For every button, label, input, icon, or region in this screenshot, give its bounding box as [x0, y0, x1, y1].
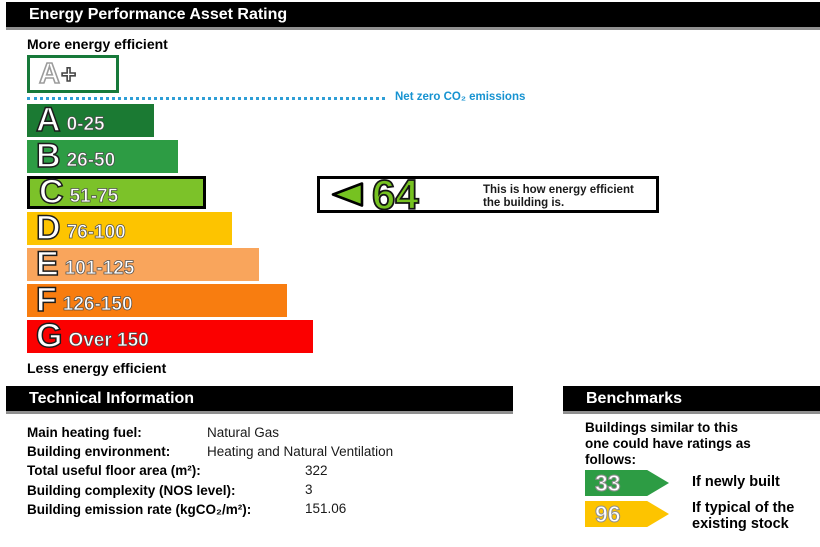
net-zero-label: Net zero CO₂ emissions	[395, 91, 526, 103]
table-row: Total useful floor area (m²): 322	[27, 462, 507, 481]
band-g-range: Over 150	[68, 329, 149, 351]
technical-information-table: Main heating fuel: Natural Gas Building …	[27, 424, 507, 520]
band-e-letter: E	[35, 245, 59, 283]
benchmark-value: 96	[595, 501, 622, 527]
band-b-range: 26-50	[66, 149, 116, 171]
row-value: 151.06	[305, 501, 347, 517]
band-a-range: 0-25	[66, 113, 105, 135]
band-c-range: 51-75	[69, 185, 119, 207]
benchmarks-header: Benchmarks	[563, 386, 820, 414]
band-f-letter: F	[35, 281, 57, 319]
left-arrow-icon	[331, 182, 364, 207]
more-efficient-label: More energy efficient	[27, 36, 168, 52]
technical-information-header: Technical Information	[6, 386, 513, 414]
band-g: G Over 150	[27, 317, 313, 355]
band-c-letter: C	[38, 173, 64, 211]
row-label: Building emission rate (kgCO₂/m²):	[27, 501, 252, 517]
band-f-range: 126-150	[62, 293, 133, 315]
row-value: Heating and Natural Ventilation	[207, 443, 394, 459]
less-efficient-label: Less energy efficient	[27, 360, 167, 376]
row-label: Total useful floor area (m²):	[27, 463, 201, 479]
page-title: Energy Performance Asset Rating	[29, 6, 288, 23]
row-value: 3	[305, 482, 313, 498]
benchmark-arrow-existing-stock: 96	[585, 501, 669, 527]
band-d-letter: D	[35, 209, 61, 247]
band-e-range: 101-125	[64, 257, 135, 279]
band-a-letter: A	[35, 101, 61, 139]
benchmarks-title: Benchmarks	[586, 390, 683, 407]
rating-scale: A 0-25 B 26-50 C 51-75 D 76-100 E 101-12…	[27, 101, 313, 356]
band-e: E 101-125	[27, 245, 259, 283]
row-label: Building environment:	[27, 444, 171, 460]
current-rating-box: 64 This is how energy efficient the buil…	[317, 170, 659, 218]
technical-information-title: Technical Information	[29, 390, 195, 407]
row-label: Main heating fuel:	[27, 425, 142, 440]
band-f: F 126-150	[27, 281, 287, 319]
band-d-range: 76-100	[66, 221, 126, 243]
row-value: Natural Gas	[207, 424, 280, 440]
table-row: Building complexity (NOS level): 3	[27, 482, 507, 501]
band-g-letter: G	[35, 317, 63, 355]
table-row: Building emission rate (kgCO₂/m²): 151.0…	[27, 501, 507, 520]
benchmark-arrow-new-build: 33	[585, 470, 669, 496]
benchmarks-intro-text: Buildings similar to this one could have…	[585, 420, 751, 467]
row-label: Building complexity (NOS level):	[27, 482, 236, 498]
band-a: A 0-25	[27, 101, 154, 139]
rating-description: This is how energy efficient the buildin…	[483, 184, 634, 209]
band-d: D 76-100	[27, 209, 232, 247]
rating-value: 64	[371, 170, 420, 218]
table-row: Building environment: Heating and Natura…	[27, 443, 507, 462]
band-c-highlighted: C 51-75	[27, 173, 206, 211]
benchmark-value: 33	[595, 470, 622, 496]
band-b-letter: B	[35, 137, 61, 175]
table-row: Main heating fuel: Natural Gas	[27, 424, 507, 443]
band-b: B 26-50	[27, 137, 178, 175]
a-plus-letter: A	[38, 58, 61, 90]
net-zero-dotted-line	[27, 97, 385, 100]
benchmark-label: If newly built	[692, 474, 780, 490]
benchmark-label: If typical of the existing stock	[692, 500, 795, 532]
row-value: 322	[305, 462, 328, 478]
page-title-bar: Energy Performance Asset Rating	[6, 2, 820, 30]
a-plus-sign: +	[60, 58, 77, 90]
a-plus-band: A +	[27, 55, 119, 93]
